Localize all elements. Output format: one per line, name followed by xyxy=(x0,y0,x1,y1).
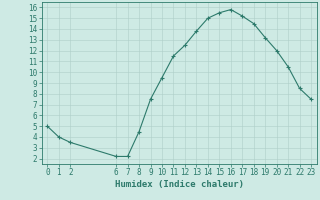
X-axis label: Humidex (Indice chaleur): Humidex (Indice chaleur) xyxy=(115,180,244,189)
